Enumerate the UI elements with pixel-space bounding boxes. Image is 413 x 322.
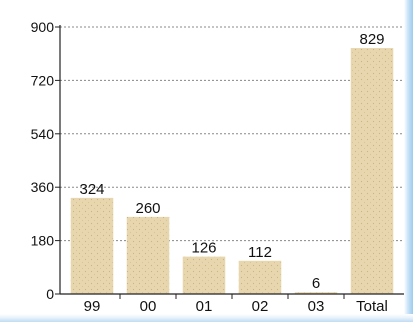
axes bbox=[55, 25, 404, 299]
y-tick-labels: 0 180 360 540 720 900 bbox=[31, 19, 55, 302]
bar-99 bbox=[70, 197, 114, 294]
y-tick-label: 720 bbox=[31, 72, 55, 88]
bar-01 bbox=[182, 256, 226, 294]
bar-total bbox=[350, 48, 394, 295]
data-label: 829 bbox=[359, 31, 384, 48]
data-label: 6 bbox=[312, 275, 320, 292]
x-tick-label: 01 bbox=[196, 298, 213, 315]
data-label: 324 bbox=[79, 181, 104, 198]
bar-00 bbox=[126, 216, 170, 294]
x-tick-label: 02 bbox=[252, 298, 269, 315]
x-tick-labels: 99 00 01 02 03 Total bbox=[84, 298, 388, 315]
y-tick-label: 900 bbox=[31, 19, 55, 35]
gridlines bbox=[60, 26, 404, 242]
y-tick-label: 0 bbox=[46, 286, 54, 302]
bar-02 bbox=[238, 260, 282, 294]
data-label: 112 bbox=[248, 244, 272, 261]
data-labels: 324 260 126 112 6 829 bbox=[79, 31, 384, 292]
bottom-border-shade bbox=[0, 314, 413, 322]
x-tick-label: 03 bbox=[308, 298, 325, 315]
x-tick-label: 99 bbox=[84, 298, 101, 315]
x-tick-label: Total bbox=[356, 298, 388, 315]
bars bbox=[70, 48, 394, 295]
y-tick-label: 540 bbox=[31, 126, 55, 142]
x-tick-label: 00 bbox=[140, 298, 157, 315]
data-label: 126 bbox=[191, 240, 216, 257]
right-border-shade bbox=[404, 0, 413, 322]
data-label: 260 bbox=[135, 200, 160, 217]
y-tick-label: 360 bbox=[31, 179, 55, 195]
bar-03 bbox=[294, 292, 338, 294]
y-tick-label: 180 bbox=[31, 233, 55, 249]
